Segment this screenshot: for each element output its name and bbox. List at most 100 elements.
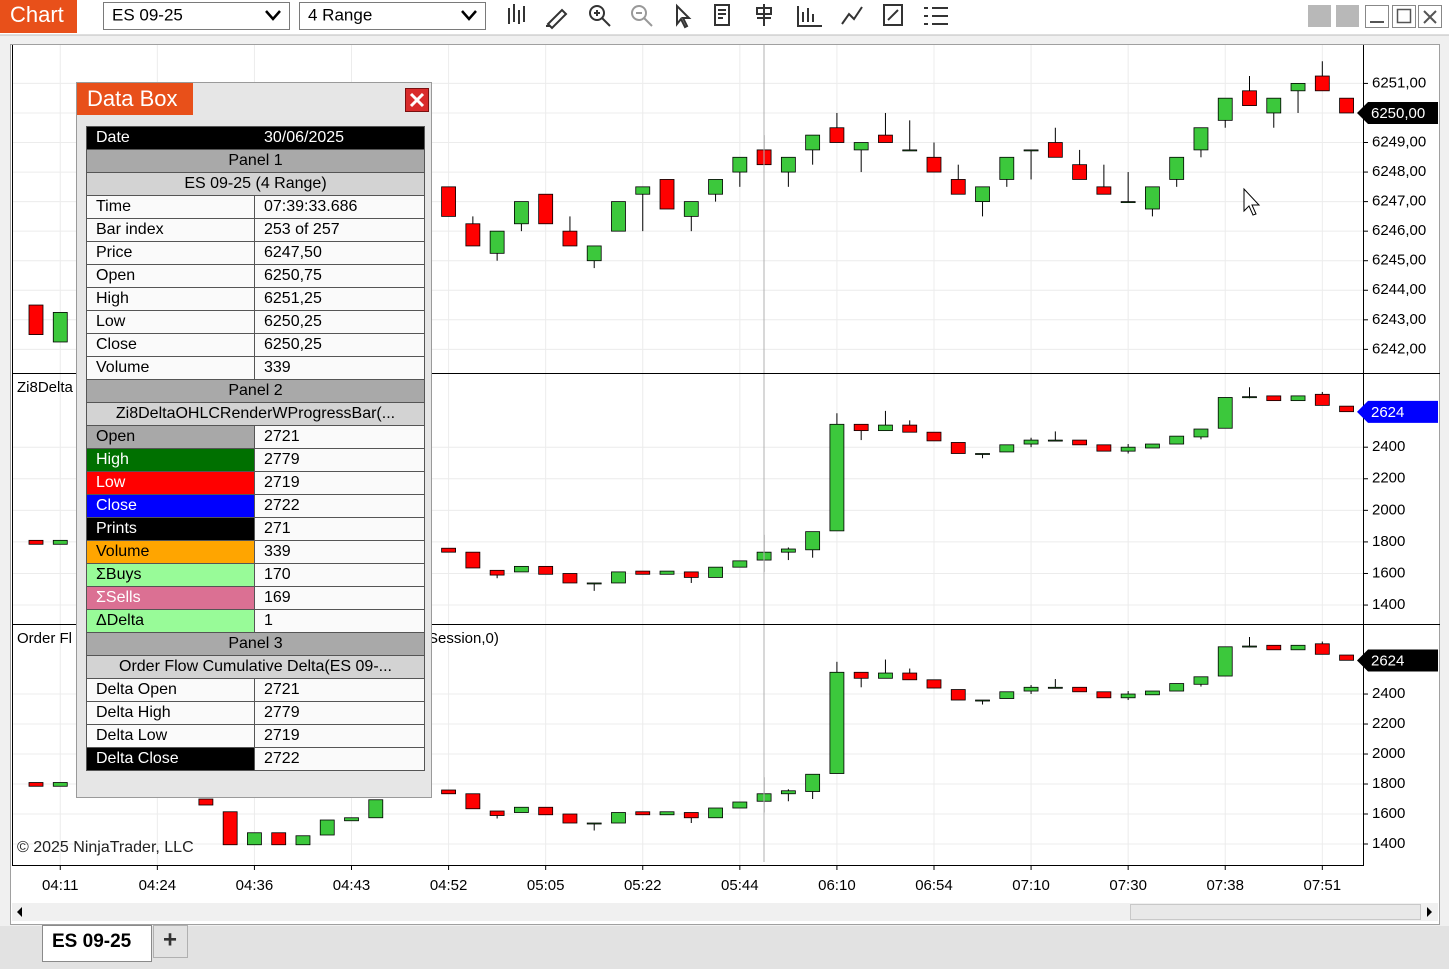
- dropdown-arrow[interactable]: [461, 10, 477, 21]
- candle-body: [732, 801, 748, 809]
- row-value: 2779: [255, 702, 424, 724]
- select-box[interactable]: [103, 2, 290, 30]
- close-glyph[interactable]: [1423, 10, 1437, 24]
- candle-body: [52, 539, 68, 545]
- candle-body: [1096, 691, 1112, 699]
- row-value: 2719: [255, 472, 424, 494]
- candle-body: [1242, 645, 1257, 648]
- data-box-row: Date 30/06/2025: [86, 127, 425, 150]
- candle-body: [902, 672, 918, 681]
- data-box-row: Panel 1: [86, 150, 425, 173]
- window-button[interactable]: [1336, 5, 1359, 27]
- tab-label[interactable]: ES 09-25: [52, 931, 132, 952]
- candle-body: [635, 811, 651, 816]
- row-value: 2722: [255, 495, 424, 517]
- scroll-thumb[interactable]: [1130, 904, 1421, 920]
- copyright: © 2025 NinjaTrader, LLC: [17, 839, 194, 856]
- close-icon[interactable]: [406, 89, 428, 111]
- bar-type-select[interactable]: 4 Range: [299, 2, 486, 30]
- dropdown-arrow[interactable]: [265, 10, 281, 21]
- icon-zoom-in-plus[interactable]: [594, 10, 611, 27]
- candle-body: [538, 565, 554, 575]
- row-value: 2779: [255, 449, 424, 471]
- toolbar-icons: [508, 3, 948, 30]
- candle-body: [441, 186, 456, 217]
- x-tick-label: 04:24: [139, 877, 177, 894]
- candle-body: [1047, 142, 1063, 158]
- add-tab-label[interactable]: +: [163, 926, 177, 953]
- icon-strategies[interactable]: [841, 6, 863, 25]
- candle-body: [1242, 396, 1257, 399]
- candle-body: [1314, 393, 1330, 406]
- x-tick-label: 05:05: [527, 877, 565, 894]
- candle-body: [780, 156, 796, 173]
- candle-body: [683, 812, 699, 819]
- icon-pointer[interactable]: [676, 3, 692, 29]
- x-tick-label: 05:22: [624, 877, 662, 894]
- data-box[interactable]: Data Box Date 30/06/2025 Panel 1 ES 09-25 (…: [76, 82, 432, 798]
- window-buttons[interactable]: [1308, 5, 1442, 28]
- data-box-row: High 6251,25: [86, 288, 425, 311]
- instrument-text[interactable]: ES 09-25: [112, 5, 183, 24]
- icon-draw[interactable]: [546, 8, 568, 30]
- row-label: Time: [87, 196, 255, 218]
- icon-menu[interactable]: [924, 7, 948, 25]
- tab[interactable]: [42, 925, 152, 962]
- candle-body: [659, 570, 675, 575]
- candle-body: [926, 431, 942, 442]
- y-tick-label: 6247,00: [1372, 193, 1426, 210]
- candle-body: [465, 551, 481, 569]
- row-label: Open: [87, 265, 255, 287]
- icon-indicators[interactable]: [797, 6, 822, 27]
- bar-type-text[interactable]: 4 Range: [308, 5, 372, 24]
- icon-bars[interactable]: [508, 4, 525, 24]
- candle-body: [489, 810, 505, 816]
- data-box-row: Delta Low 2719: [86, 725, 425, 748]
- icon-zoom-out-minus[interactable]: [636, 12, 653, 27]
- row-label: Prints: [87, 518, 255, 540]
- x-tick-label: 07:30: [1109, 877, 1147, 894]
- candle-body: [1193, 127, 1209, 151]
- add-tab[interactable]: [153, 925, 188, 958]
- close-glyph[interactable]: [409, 92, 425, 108]
- candle-body: [950, 179, 966, 195]
- data-box-row: Delta Close 2722: [86, 748, 425, 771]
- last-price-label: 2624: [1371, 652, 1404, 669]
- icon-templates[interactable]: [883, 4, 903, 26]
- y-tick-label: 2000: [1372, 745, 1405, 762]
- y-tick-label: 6245,00: [1372, 252, 1426, 269]
- data-box-row: Prints 271: [86, 518, 425, 541]
- minimize-button[interactable]: [1365, 5, 1389, 28]
- icon-data-series[interactable]: [714, 4, 730, 26]
- icon-properties[interactable]: [756, 4, 772, 26]
- candle-body: [829, 423, 845, 532]
- row-value: 339: [255, 541, 424, 563]
- candle-body: [1290, 83, 1306, 92]
- window-button[interactable]: [1308, 5, 1331, 27]
- select-box[interactable]: [299, 2, 486, 30]
- scroll-right[interactable]: [1427, 907, 1432, 917]
- data-box-row: ES 09-25 (4 Range): [86, 173, 425, 196]
- data-box-close[interactable]: [405, 88, 429, 112]
- y-tick-label: 2400: [1372, 438, 1405, 455]
- scroll-left[interactable]: [17, 907, 22, 917]
- data-box-row: Panel 2: [86, 380, 425, 403]
- icon-zoom-out[interactable]: [631, 5, 647, 21]
- maximize-glyph[interactable]: [1396, 8, 1412, 24]
- candle-body: [635, 570, 651, 575]
- section-subtitle: ES 09-25 (4 Range): [87, 173, 424, 195]
- candle-body: [247, 832, 262, 846]
- data-box-row: ΣSells 169: [86, 587, 425, 610]
- row-label: Delta High: [87, 702, 255, 724]
- x-tick-label: 04:36: [236, 877, 274, 894]
- candle-body: [562, 573, 578, 584]
- y-tick-label: 1800: [1372, 533, 1405, 550]
- candle-body: [344, 817, 359, 822]
- scrollbar[interactable]: [12, 903, 1438, 921]
- row-label: Date: [96, 129, 130, 146]
- instrument-select[interactable]: ES 09-25: [103, 2, 290, 30]
- candle-body: [52, 312, 68, 343]
- icon-zoom-in[interactable]: [589, 5, 605, 21]
- candle-body: [1120, 693, 1136, 699]
